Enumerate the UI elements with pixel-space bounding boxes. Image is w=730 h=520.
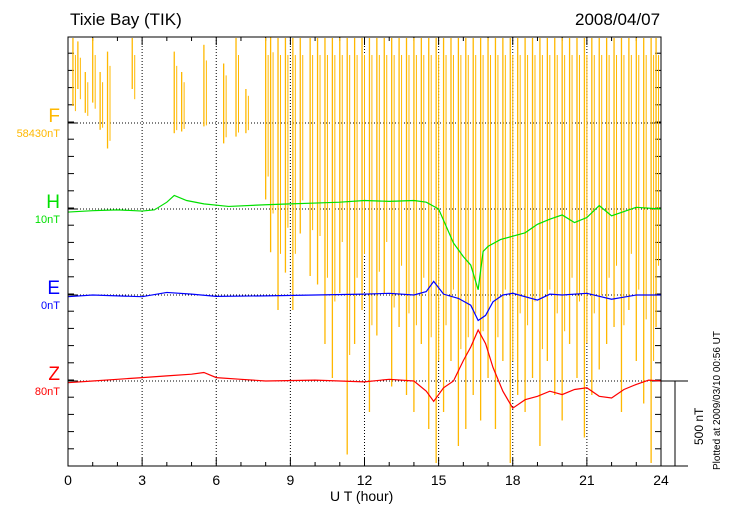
series-name: H: [46, 192, 60, 213]
label-Z: Z 80nT: [0, 364, 60, 398]
plot-frame: [67, 36, 662, 467]
series-name: Z: [48, 364, 60, 385]
series-H-line: [67, 194, 662, 290]
x-tick-label: 24: [653, 472, 669, 488]
x-tick-label: 3: [138, 472, 146, 488]
x-tick-label: 18: [505, 472, 521, 488]
x-axis-label: U T (hour): [330, 488, 394, 504]
series-offset: 10nT: [34, 214, 60, 226]
scale-bar-label: 500 nT: [692, 407, 706, 445]
chart-date: 2008/04/07: [575, 10, 661, 29]
chart-title: Tixie Bay (TIK): [70, 10, 182, 29]
x-tick-label: 6: [212, 472, 220, 488]
plotted-timestamp: Plotted at 2009/03/10 00:56 UT: [712, 331, 723, 470]
series-name: F: [48, 106, 60, 127]
x-tick-label: 21: [579, 472, 595, 488]
series-E-line: [67, 280, 661, 322]
series-Z-line: [67, 328, 662, 410]
label-F: F 58430nT: [0, 106, 60, 140]
series-offset: 58430nT: [16, 128, 60, 140]
x-tick-label: 0: [64, 472, 72, 488]
series-offset: 0nT: [41, 300, 60, 312]
label-H: H 10nT: [0, 192, 60, 226]
x-tick-label: 15: [431, 472, 447, 488]
x-tick-label: 9: [286, 472, 294, 488]
series-offset: 80nT: [34, 386, 60, 398]
label-E: E 0nT: [0, 278, 60, 312]
series-name: E: [47, 278, 60, 299]
x-tick-label: 12: [357, 472, 373, 488]
